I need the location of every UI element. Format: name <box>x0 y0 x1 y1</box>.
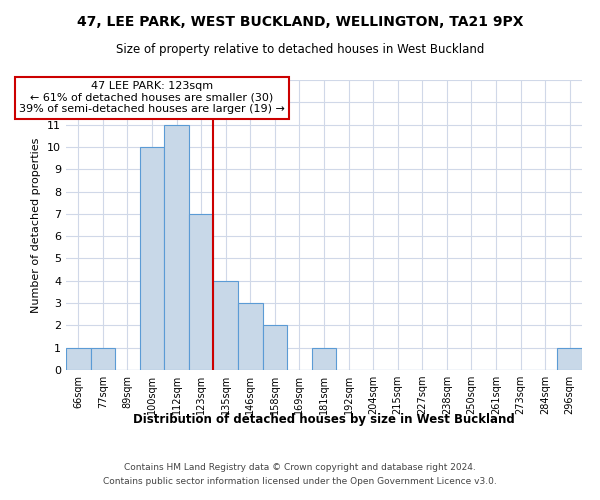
Text: 47 LEE PARK: 123sqm
← 61% of detached houses are smaller (30)
39% of semi-detach: 47 LEE PARK: 123sqm ← 61% of detached ho… <box>19 81 285 114</box>
Bar <box>312 348 336 370</box>
Bar <box>238 303 263 370</box>
Bar <box>164 124 189 370</box>
Bar <box>214 281 238 370</box>
Y-axis label: Number of detached properties: Number of detached properties <box>31 138 41 312</box>
Bar <box>140 147 164 370</box>
Bar <box>91 348 115 370</box>
Text: 47, LEE PARK, WEST BUCKLAND, WELLINGTON, TA21 9PX: 47, LEE PARK, WEST BUCKLAND, WELLINGTON,… <box>77 15 523 29</box>
Text: Distribution of detached houses by size in West Buckland: Distribution of detached houses by size … <box>133 412 515 426</box>
Text: Size of property relative to detached houses in West Buckland: Size of property relative to detached ho… <box>116 42 484 56</box>
Bar <box>189 214 214 370</box>
Bar <box>263 326 287 370</box>
Text: Contains public sector information licensed under the Open Government Licence v3: Contains public sector information licen… <box>103 478 497 486</box>
Text: Contains HM Land Registry data © Crown copyright and database right 2024.: Contains HM Land Registry data © Crown c… <box>124 462 476 471</box>
Bar <box>66 348 91 370</box>
Bar <box>557 348 582 370</box>
